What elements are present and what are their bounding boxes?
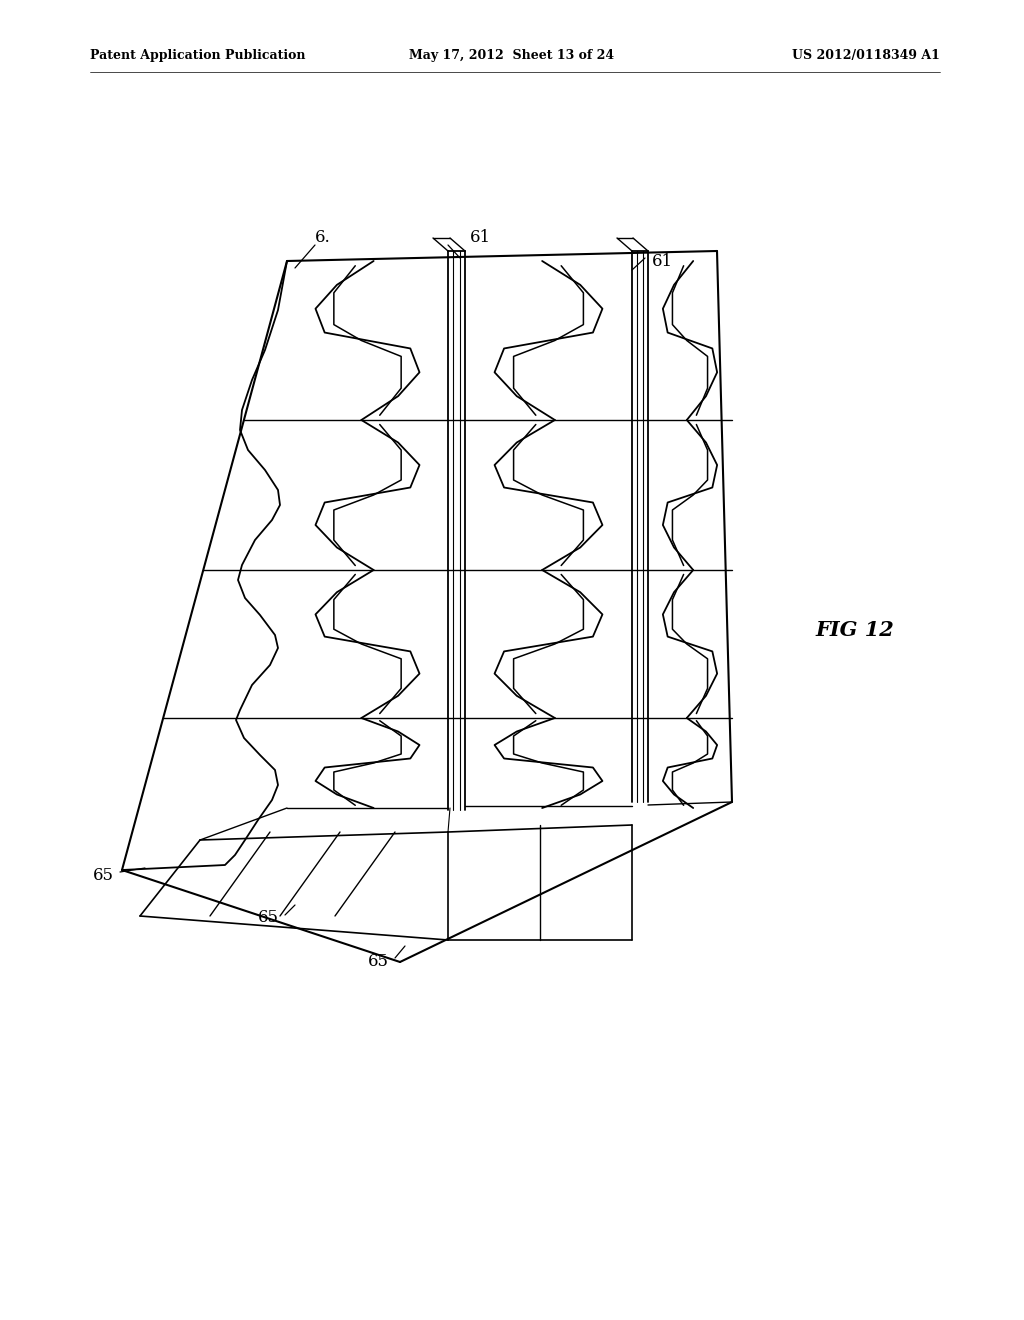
Text: May 17, 2012  Sheet 13 of 24: May 17, 2012 Sheet 13 of 24: [410, 49, 614, 62]
Text: 6.: 6.: [315, 228, 331, 246]
Text: 61: 61: [652, 253, 673, 271]
Text: US 2012/0118349 A1: US 2012/0118349 A1: [793, 49, 940, 62]
Text: 65: 65: [93, 866, 114, 883]
Text: Patent Application Publication: Patent Application Publication: [90, 49, 305, 62]
Text: 65: 65: [258, 909, 279, 927]
Text: 61: 61: [470, 230, 492, 247]
Text: FIG 12: FIG 12: [816, 620, 894, 640]
Text: 65: 65: [368, 953, 389, 970]
